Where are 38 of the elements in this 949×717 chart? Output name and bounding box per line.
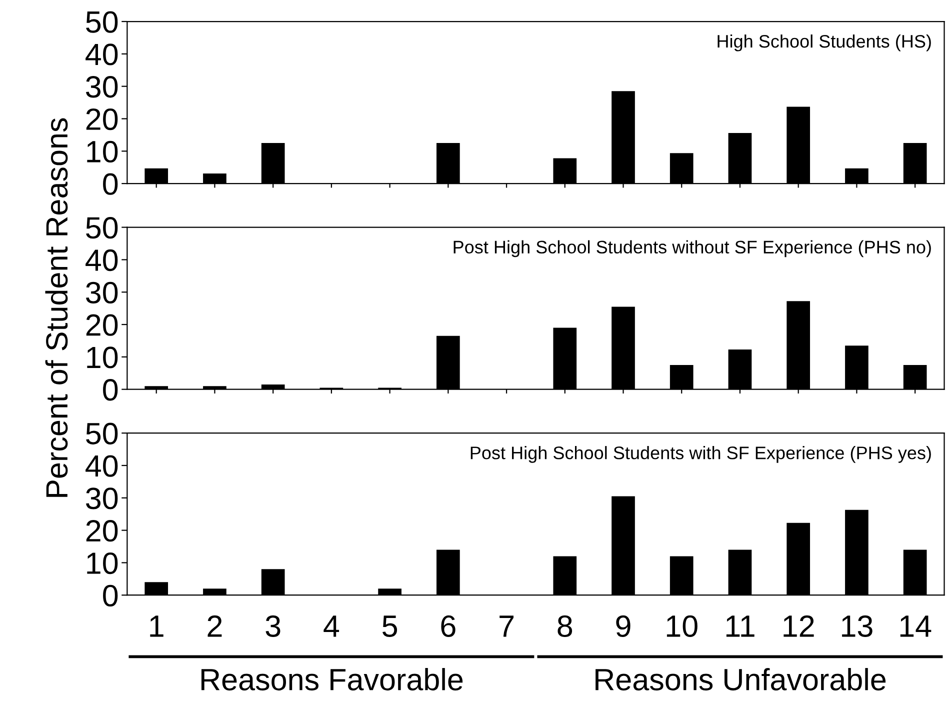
x-tick-label: 13 — [842, 615, 872, 637]
y-tick-label: 50 — [86, 217, 118, 239]
y-tick-label: 10 — [87, 552, 118, 574]
y-tick-label: 30 — [86, 488, 118, 510]
y-tick-label: 30 — [86, 282, 118, 304]
y-tick-label: 20 — [86, 108, 118, 130]
x-tick-label: 7 — [500, 616, 514, 637]
y-axis-title: Percent of Student Reasons — [45, 118, 68, 497]
x-tick-label: 11 — [726, 616, 754, 637]
y-tick-label: 20 — [86, 314, 118, 336]
text: Post High School Students with SF Experience (PHS yes) — [470, 446, 931, 463]
y-tick-label: 0 — [103, 584, 118, 606]
x-tick-label: 8 — [558, 615, 572, 637]
y-tick-label: 40 — [86, 44, 118, 66]
y-tick-label: 50 — [86, 11, 118, 33]
x-tick-label: 5 — [382, 616, 398, 637]
x-tick-label: 2 — [208, 615, 222, 637]
y-tick-label: 10 — [87, 346, 118, 368]
x-tick-label: 4 — [324, 616, 340, 637]
x-tick-label: 1 — [150, 616, 164, 637]
text: Reasons Unfavorable — [596, 668, 886, 690]
y-tick-label: 50 — [86, 422, 118, 444]
y-tick-label: 40 — [86, 249, 118, 272]
y-tick-label: 20 — [86, 520, 118, 542]
y-tick-label: 0 — [103, 173, 118, 195]
y-tick-label: 40 — [86, 455, 118, 477]
y-tick-label: 0 — [103, 379, 118, 401]
x-tick-label: 9 — [616, 615, 630, 637]
x-tick-label: 10 — [666, 615, 698, 637]
text: High School Students (HS) — [718, 34, 931, 52]
y-tick-label: 30 — [86, 76, 118, 98]
x-tick-label: 6 — [441, 615, 456, 637]
text: Reasons Favorable — [201, 668, 463, 690]
x-tick-label: 12 — [784, 615, 814, 637]
x-tick-label: 14 — [900, 616, 932, 637]
x-tick-label: 3 — [266, 615, 280, 637]
text: Post High School Students without SF Experience (PHS no) — [454, 240, 931, 258]
y-tick-label: 10 — [87, 140, 118, 163]
